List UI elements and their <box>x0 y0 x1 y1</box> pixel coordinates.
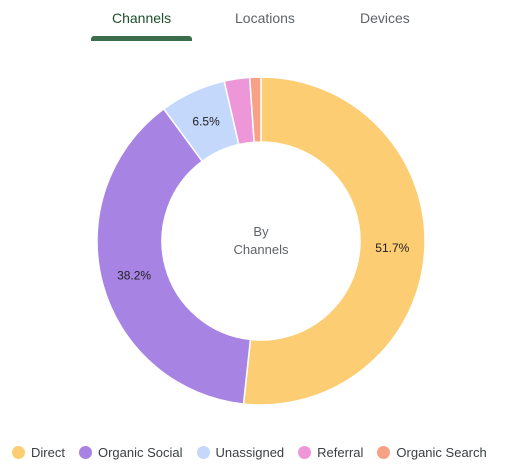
legend-swatch <box>78 445 92 459</box>
legend-item-unassigned[interactable]: Unassigned <box>196 444 285 460</box>
slice-organic-social[interactable] <box>96 107 252 405</box>
legend-swatch <box>196 445 210 459</box>
chart-legend: Direct Organic Social Unassigned Referral Or… <box>12 443 487 461</box>
slice-group <box>96 76 426 406</box>
legend-swatch <box>377 445 391 459</box>
legend-label: Direct <box>31 444 65 460</box>
tab-locations[interactable]: Locations <box>235 10 295 26</box>
center-label-line2: Channels <box>234 242 289 257</box>
tab-channels[interactable]: Channels <box>112 10 172 26</box>
legend-swatch <box>12 445 25 459</box>
legend-label: Organic Social <box>97 444 183 460</box>
data-label-organic-social: 38.2% <box>117 268 151 282</box>
legend-item-organic-social[interactable]: Organic Social <box>78 444 183 460</box>
legend-item-organic-search[interactable]: Organic Search <box>377 444 487 460</box>
donut-chart: 51.7% 38.2% 6.5% By Channels <box>96 76 426 406</box>
legend-swatch <box>298 445 312 459</box>
tab-bar: Channels Locations Devices <box>0 0 517 42</box>
legend-item-direct[interactable]: Direct <box>12 445 65 460</box>
slice-direct[interactable] <box>242 76 426 406</box>
legend-label: Referral <box>317 444 364 460</box>
legend-label: Unassigned <box>215 444 285 460</box>
legend-item-referral[interactable]: Referral <box>298 445 363 460</box>
legend-label: Organic Search <box>396 444 487 460</box>
slice-organic-search[interactable] <box>248 76 262 144</box>
data-label-unassigned: 6.5% <box>192 115 220 129</box>
tab-devices[interactable]: Devices <box>360 10 410 26</box>
data-label-group: 51.7% 38.2% 6.5% <box>117 115 410 283</box>
active-tab-indicator <box>91 36 192 41</box>
data-label-direct: 51.7% <box>375 241 409 255</box>
center-label-line1: By <box>253 224 269 239</box>
